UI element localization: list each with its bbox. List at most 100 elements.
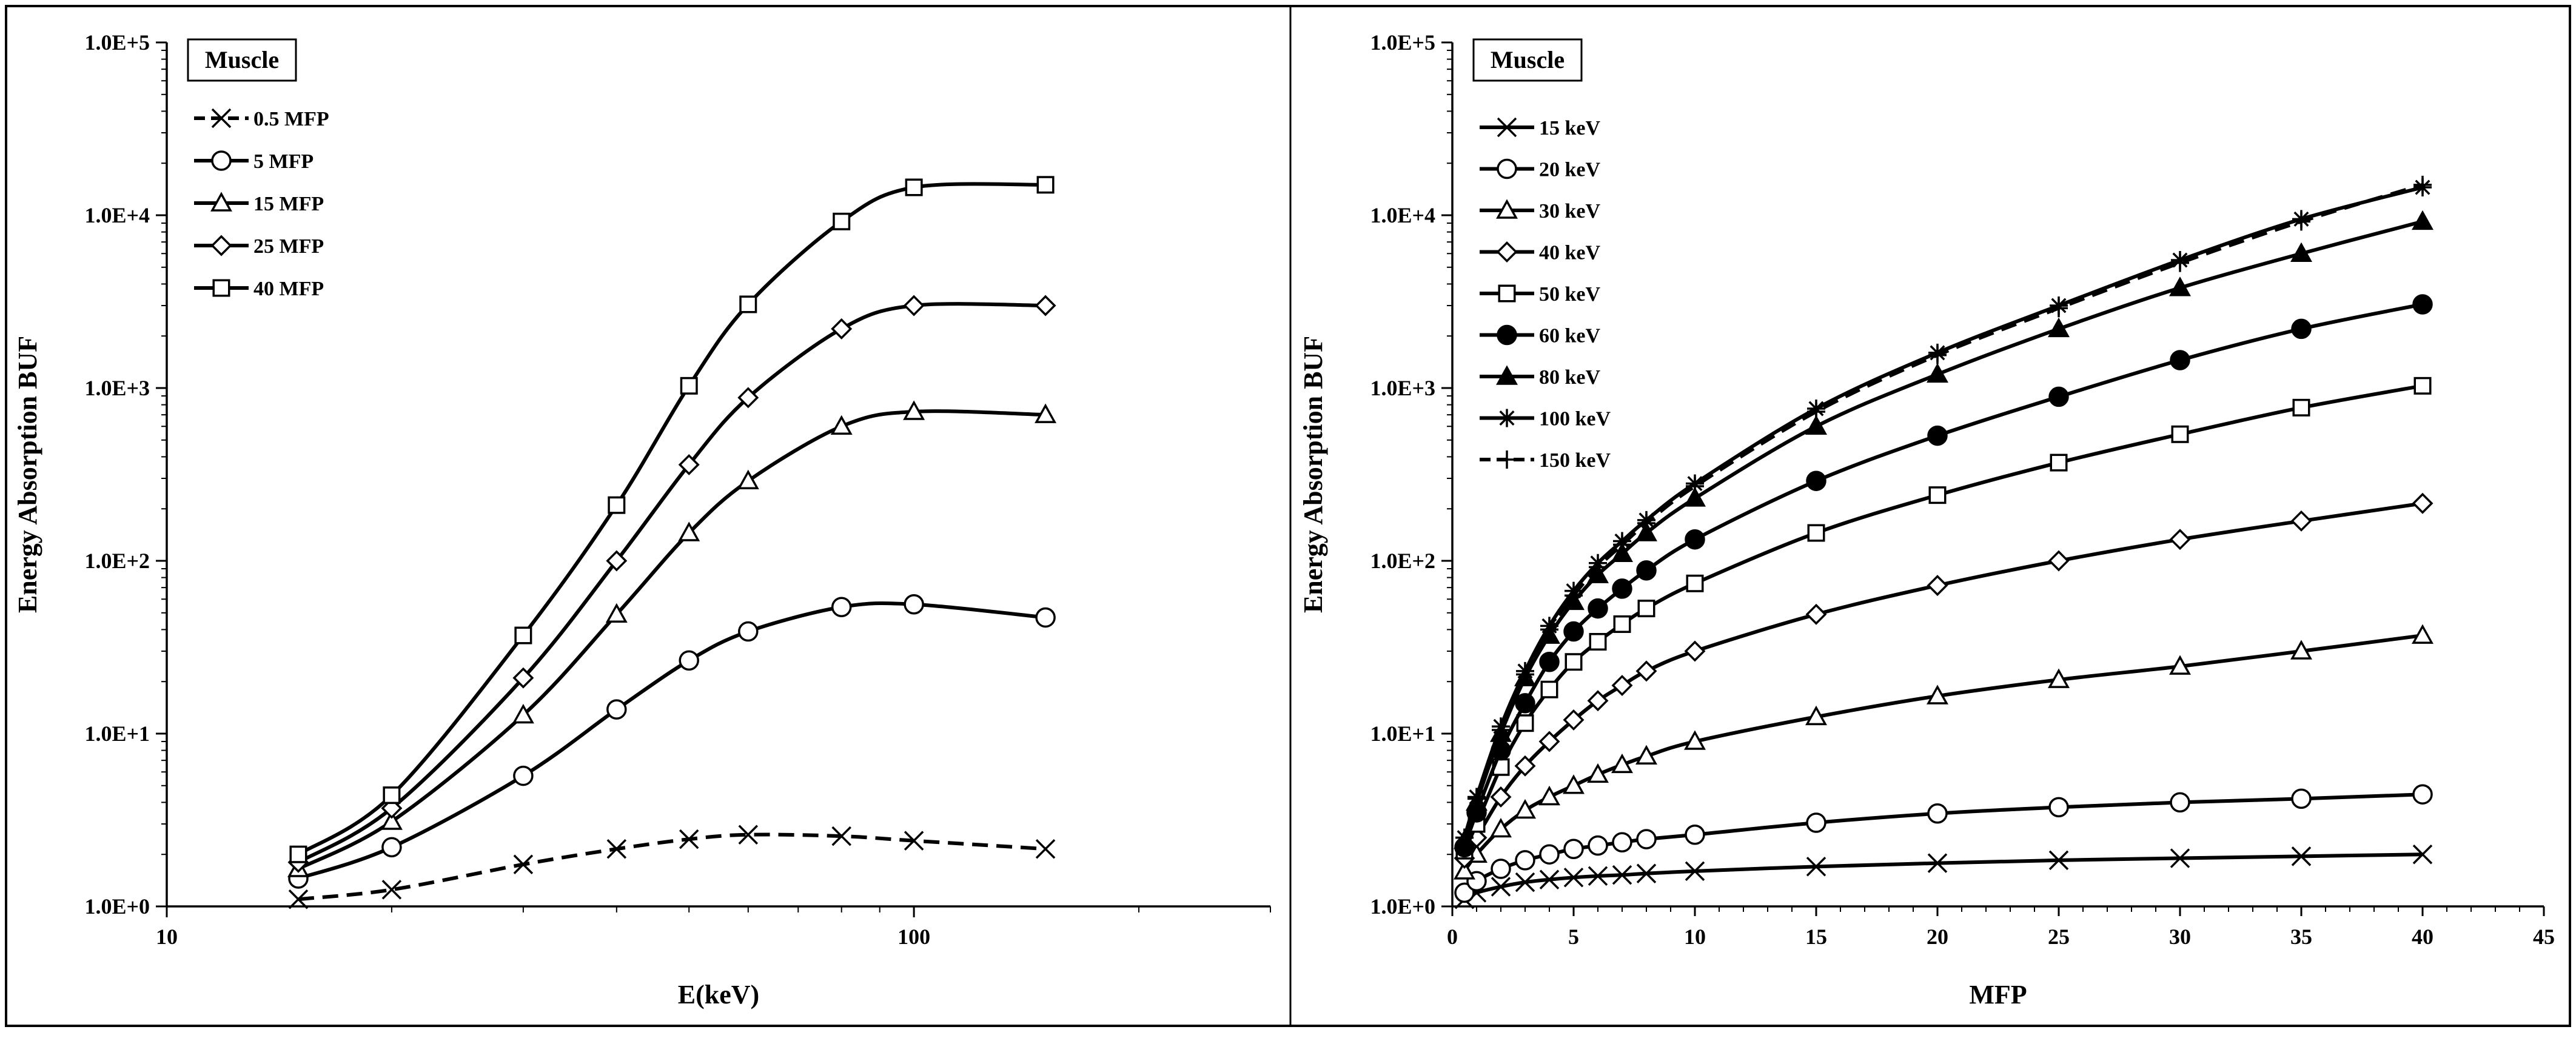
y-tick-label: 1.0E+1 (1370, 721, 1435, 746)
y-tick-label: 1.0E+0 (1370, 894, 1435, 919)
data-point-25-mfp (512, 667, 534, 689)
data-point-150-kev (1565, 586, 1583, 605)
legend-label: 30 keV (1539, 200, 1601, 223)
data-point-150-kev (1928, 346, 1947, 364)
data-point-20-kev (2291, 788, 2312, 809)
data-point-30-kev (2412, 624, 2433, 644)
x-axis-title: E(keV) (678, 980, 759, 1009)
y-tick-label: 1.0E+5 (84, 30, 150, 55)
legend-item-15-mfp: 15 MFP (194, 192, 324, 215)
legend-marker (1498, 450, 1516, 469)
data-point-50-kev (1516, 714, 1534, 732)
data-point-150-kev (1589, 558, 1607, 577)
data-point-5-mfp (831, 597, 852, 618)
data-point-40-mfp (289, 845, 307, 863)
legend-item-40-kev: 40 keV (1480, 241, 1601, 264)
data-point-40-kev (1927, 575, 1948, 597)
data-point-150-kev (2171, 253, 2189, 272)
chart-title: Muscle (205, 46, 279, 73)
y-axis-title: Energy Absorption BUF (1298, 336, 1328, 613)
legend-item-0-5-mfp: 0.5 MFP (194, 108, 329, 130)
legend-item-50-kev: 50 keV (1480, 283, 1601, 306)
data-point-30-kev (1454, 860, 1475, 880)
data-point-20-kev (1806, 812, 1826, 833)
data-point-0-5-mfp (831, 826, 851, 846)
data-point-20-kev (1491, 859, 1511, 879)
data-point-50-kev (1540, 680, 1558, 698)
data-point-5-mfp (606, 699, 627, 720)
chart-title: Muscle (1491, 46, 1565, 73)
series-60-kev (1454, 294, 2433, 858)
legend-label: 0.5 MFP (253, 108, 329, 130)
legend-label: 25 MFP (253, 235, 324, 258)
y-tick-label: 1.0E+3 (84, 376, 150, 400)
data-point-80-kev (2290, 242, 2312, 262)
y-tick-label: 1.0E+4 (1370, 203, 1435, 227)
x-tick-label: 35 (2290, 925, 2312, 949)
data-point-60-kev (1685, 529, 1705, 550)
data-point-15-kev (1806, 857, 1826, 877)
data-point-25-mfp (381, 797, 403, 819)
legend-label: 100 keV (1539, 408, 1611, 430)
y-tick-label: 1.0E+3 (1370, 376, 1435, 400)
data-point-80-kev (2169, 276, 2191, 296)
data-point-20-kev (1515, 850, 1535, 871)
legend-item-100-kev: 100 keV (1480, 408, 1611, 430)
data-point-60-kev (1927, 425, 1948, 446)
series-20-kev (1454, 784, 2433, 903)
data-point-40-kev (2412, 492, 2433, 514)
x-tick-label: 15 (1805, 925, 1827, 949)
data-point-20-kev (2170, 792, 2190, 813)
data-point-50-kev (1613, 615, 1631, 633)
legend-item-80-kev: 80 keV (1480, 365, 1601, 389)
data-point-50-kev (1565, 653, 1583, 671)
data-point-40-kev (1635, 660, 1657, 682)
y-axis-title: Energy Absorption BUF (13, 336, 42, 613)
data-point-30-kev (1684, 730, 1706, 750)
legend-label: 15 MFP (253, 193, 324, 215)
y-tick-label: 1.0E+2 (84, 549, 150, 573)
data-point-25-mfp (737, 387, 759, 409)
data-point-15-mfp (605, 603, 628, 623)
data-point-30-kev (1514, 798, 1536, 819)
data-point-30-kev (1927, 685, 1948, 705)
data-point-5-mfp (381, 837, 402, 858)
data-point-150-kev (1492, 720, 1510, 739)
data-point-15-kev (1515, 872, 1535, 892)
data-point-40-kev (1490, 786, 1512, 808)
data-point-50-kev (1589, 633, 1607, 651)
legend-item-5-mfp: 5 MFP (194, 150, 314, 173)
data-point-30-kev (1490, 817, 1512, 838)
legend-item-40-mfp: 40 MFP (194, 278, 324, 300)
legend: 0.5 MFP 5 MFP 15 MFP 25 MFP 40 MFP (194, 108, 329, 300)
data-point-150-kev (1613, 535, 1631, 554)
data-point-15-kev (1636, 863, 1657, 883)
data-point-15-kev (2291, 846, 2312, 866)
data-point-15-kev (2412, 844, 2433, 865)
data-point-15-kev (1563, 868, 1584, 888)
data-point-15-mfp (512, 703, 534, 724)
data-point-150-kev (1540, 620, 1558, 639)
data-point-15-mfp (737, 469, 759, 489)
y-tick-label: 1.0E+0 (84, 894, 150, 919)
data-point-15-kev (1612, 865, 1632, 885)
data-point-20-kev (1454, 882, 1475, 903)
data-point-15-mfp (903, 400, 925, 420)
data-point-50-kev (2292, 398, 2310, 417)
legend-marker (1497, 158, 1517, 179)
data-point-0-5-mfp (679, 829, 699, 849)
legend-label: 15 keV (1539, 117, 1601, 139)
data-point-40-mfp (608, 496, 626, 514)
x-tick-label: 5 (1568, 925, 1579, 949)
data-point-20-kev (1612, 832, 1632, 852)
series-line-0-5-mfp (298, 832, 1046, 902)
data-point-150-kev (1455, 828, 1474, 847)
data-point-60-kev (1806, 470, 1826, 491)
legend-marker (1498, 284, 1516, 303)
data-point-150-kev (1516, 665, 1534, 684)
y-tick-label: 1.0E+1 (84, 721, 150, 746)
data-point-150-kev (1467, 789, 1486, 808)
series-line-5-mfp (298, 601, 1046, 880)
data-point-25-mfp (1035, 295, 1056, 316)
legend-label: 50 keV (1539, 283, 1601, 306)
